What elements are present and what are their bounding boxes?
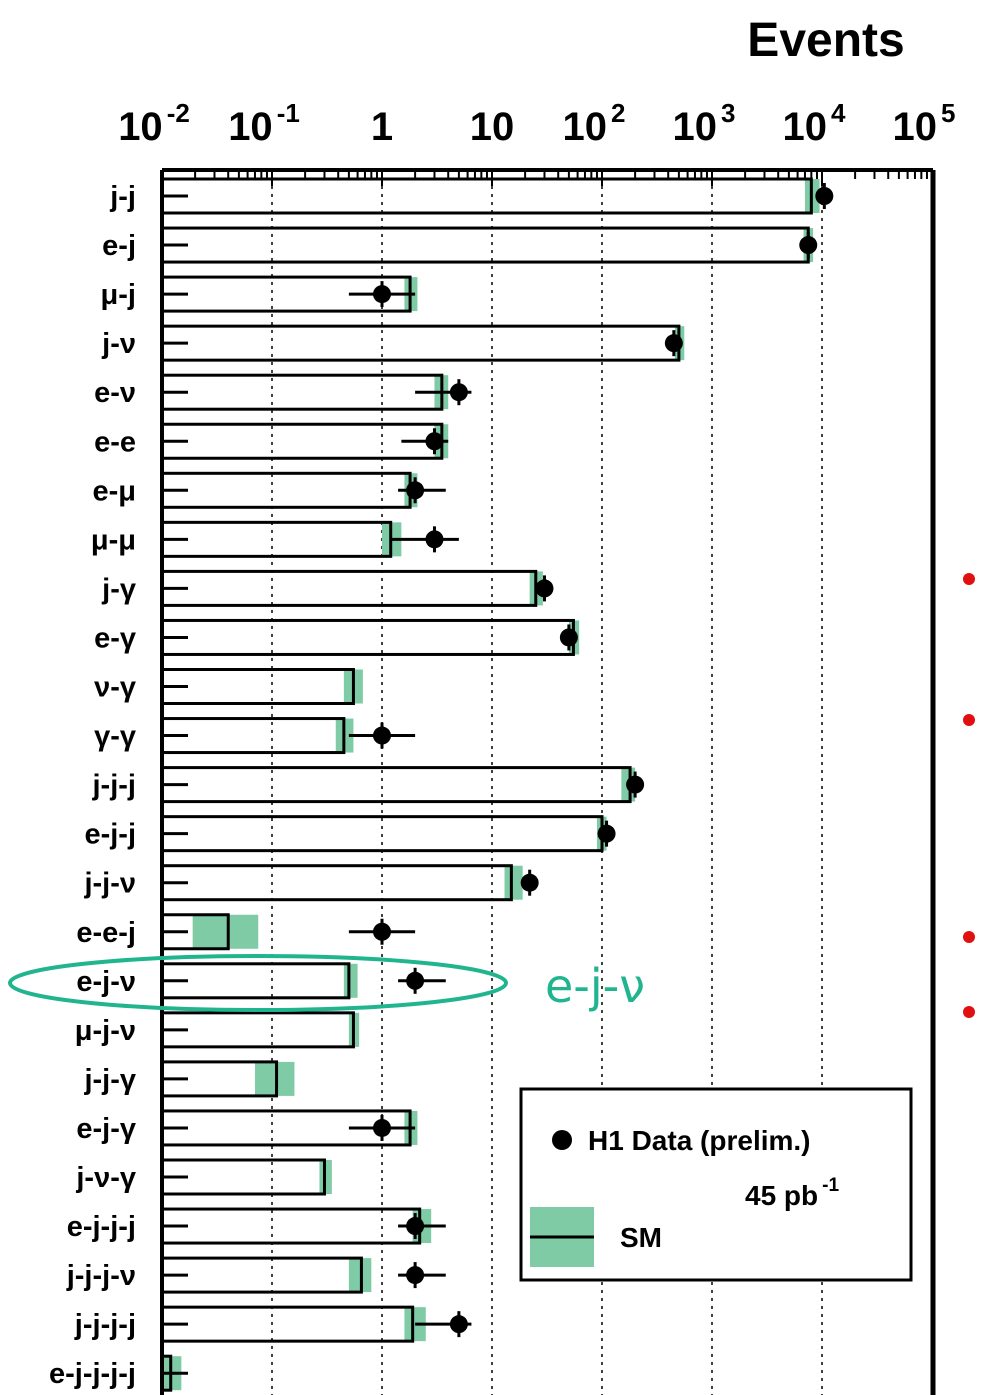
sm-bar — [160, 668, 355, 705]
legend-lumi-exp: -1 — [822, 1175, 839, 1196]
category-label: j-ν — [101, 328, 136, 360]
sm-bar — [160, 766, 632, 804]
category-label: μ-μ — [91, 524, 136, 556]
x-tick-label: 1 — [371, 105, 393, 149]
category-labels: j-j e-j μ-j j-ν e-ν e-e e-μ μ-μ j-γ e-γ ν-γ γ-γ j-j-… — [49, 181, 137, 1390]
legend-data-marker — [552, 1130, 572, 1150]
data-point — [626, 775, 645, 794]
sm-bar — [160, 864, 513, 902]
bullet-4 — [963, 1006, 975, 1018]
legend-sm-label: SM — [620, 1222, 662, 1253]
highlight-ellipse — [8, 954, 508, 1012]
data-point — [520, 873, 539, 892]
category-label: μ-j — [101, 279, 136, 311]
sm-bar — [160, 815, 604, 853]
category-label: e-j-ν — [76, 966, 136, 998]
data-point — [373, 285, 391, 304]
sm-bar — [160, 520, 393, 558]
data-point — [406, 481, 425, 500]
bullet-1 — [963, 573, 975, 585]
x-tick-label: 10 3 — [673, 98, 736, 149]
sm-bar — [160, 1011, 355, 1049]
x-tick-label: 10 4 — [783, 98, 847, 149]
sm-band — [192, 914, 259, 949]
category-label: e-ν — [94, 377, 136, 409]
x-tick-label: 10 — [470, 105, 515, 149]
category-label: e-μ — [92, 475, 136, 507]
data-point — [425, 530, 444, 549]
sm-band — [343, 963, 358, 998]
sm-band — [504, 865, 523, 900]
sm-bar — [160, 717, 346, 755]
data-point — [373, 726, 391, 745]
category-label: μ-j-ν — [75, 1015, 136, 1047]
legend-lumi-value: 45 pb — [745, 1180, 818, 1211]
category-label: e-j — [102, 230, 136, 262]
x-tick-labels: 10 -2 10 -1 1 10 10 2 10 3 10 4 10 5 — [118, 98, 955, 149]
sm-bar — [160, 373, 444, 411]
category-label: j-j-j — [92, 770, 137, 802]
bullet-3 — [963, 931, 975, 943]
data-point — [425, 432, 444, 451]
category-label: j-ν-γ — [75, 1162, 137, 1194]
data-point — [406, 1266, 425, 1285]
sm-bar — [160, 226, 810, 264]
category-label: γ-γ — [94, 721, 137, 753]
x-tick-label: 10 -1 — [228, 98, 300, 149]
category-label: e-j-j-j — [67, 1211, 136, 1243]
x-axis-title: Events — [747, 14, 904, 67]
category-label: j-j-j-ν — [66, 1260, 136, 1292]
sm-bar — [160, 471, 412, 509]
legend: H1 Data (prelim.) 45 pb -1 SM — [519, 1087, 913, 1282]
sm-band — [404, 1307, 426, 1342]
side-bullets — [963, 573, 975, 1018]
category-label: e-e-j — [76, 917, 136, 949]
legend-data-label: H1 Data (prelim.) — [588, 1125, 811, 1156]
data-point — [406, 1217, 425, 1236]
sm-bar — [160, 1305, 415, 1343]
data-points — [348, 183, 834, 1338]
sm-bar — [160, 569, 538, 607]
category-label: j-j-ν — [83, 868, 136, 900]
x-tick-label: 10 2 — [563, 98, 626, 149]
sm-band — [254, 1061, 295, 1096]
sm-bar — [160, 1207, 422, 1245]
data-point — [449, 1315, 468, 1334]
sm-bar — [160, 422, 444, 460]
data-point — [597, 824, 616, 843]
data-point — [373, 922, 391, 941]
data-point — [559, 628, 578, 647]
sm-bar — [160, 1256, 363, 1294]
category-label: e-j-j-j-j — [49, 1358, 136, 1390]
category-label: j-j-j-j — [74, 1309, 136, 1341]
data-point — [815, 187, 834, 205]
data-point — [373, 1118, 391, 1137]
category-label: e-j-j — [84, 819, 136, 851]
category-label: j-j — [109, 181, 136, 213]
category-label: j-j-γ — [83, 1064, 136, 1096]
sm-bar — [160, 618, 575, 656]
plot-frame — [160, 168, 936, 1395]
category-label: j-γ — [101, 573, 137, 605]
data-point — [449, 383, 468, 402]
data-point — [664, 334, 683, 353]
data-point — [535, 579, 554, 598]
sm-bar — [160, 962, 351, 1000]
category-label: ν-γ — [94, 672, 137, 704]
sm-bar — [160, 177, 813, 215]
x-tick-label: 10 5 — [893, 98, 956, 149]
legend-lumi: 45 pb -1 — [745, 1175, 839, 1211]
data-point — [799, 236, 818, 255]
data-point — [406, 971, 425, 990]
category-label: e-e — [94, 426, 136, 458]
bullet-2 — [963, 714, 975, 726]
category-label: e-j-γ — [76, 1113, 137, 1145]
x-tick-label: 10 -2 — [118, 98, 190, 149]
category-label: e-γ — [94, 622, 137, 654]
highlight-label: e-j-ν — [545, 959, 645, 1013]
